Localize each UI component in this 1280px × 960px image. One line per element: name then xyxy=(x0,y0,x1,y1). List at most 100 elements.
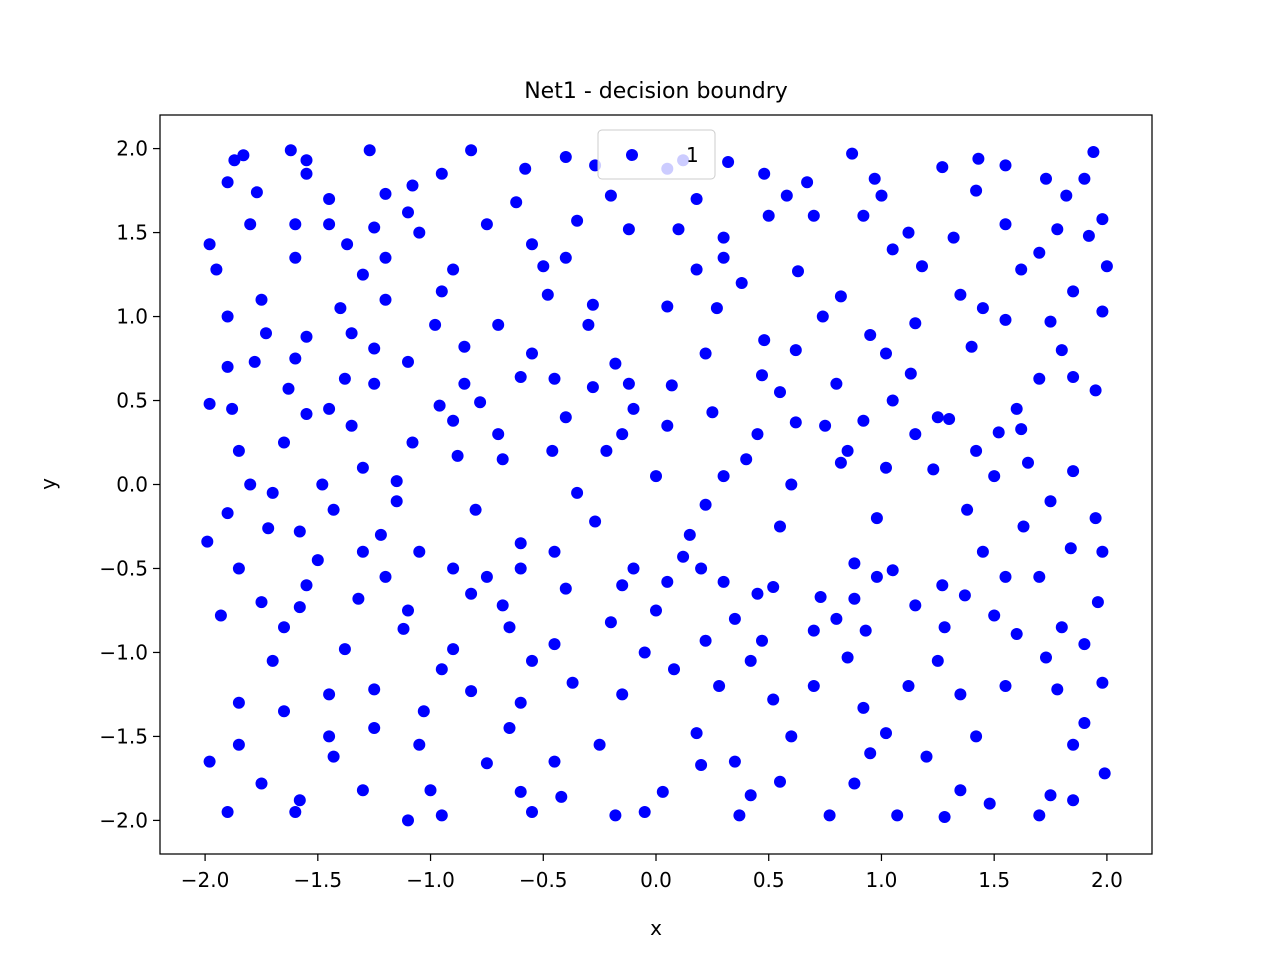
scatter-point xyxy=(627,402,640,415)
scatter-point xyxy=(814,591,827,603)
scatter-point xyxy=(201,535,214,548)
scatter-point xyxy=(1096,545,1109,558)
scatter-point xyxy=(744,789,757,802)
scatter-point xyxy=(1017,520,1030,533)
scatter-point xyxy=(695,562,708,575)
scatter-point xyxy=(203,755,216,768)
scatter-point xyxy=(232,444,245,457)
scatter-point xyxy=(519,162,532,175)
scatter-point xyxy=(695,759,708,771)
scatter-point xyxy=(447,263,460,276)
scatter-point xyxy=(972,152,985,165)
scatter-point xyxy=(458,377,471,390)
scatter-point xyxy=(683,528,696,541)
scatter-point xyxy=(600,444,613,457)
scatter-point xyxy=(622,377,635,390)
scatter-point xyxy=(609,809,622,822)
scatter-point xyxy=(717,575,730,588)
scatter-point xyxy=(341,238,354,251)
scatter-point xyxy=(661,419,674,432)
scatter-point xyxy=(830,612,843,625)
y-tick-label: −0.5 xyxy=(99,556,148,580)
chart-title: Net1 - decision boundry xyxy=(524,79,788,104)
scatter-point xyxy=(278,705,290,718)
scatter-point xyxy=(970,184,983,197)
scatter-point xyxy=(345,327,358,340)
scatter-point xyxy=(958,589,971,602)
y-tick-label: −1.5 xyxy=(99,724,148,748)
scatter-point xyxy=(868,172,881,185)
scatter-point xyxy=(789,344,802,357)
scatter-point xyxy=(356,461,369,474)
scatter-point xyxy=(266,654,279,667)
scatter-point xyxy=(300,167,313,180)
scatter-point xyxy=(767,693,780,706)
scatter-point xyxy=(262,522,275,535)
scatter-point xyxy=(356,268,369,281)
y-tick-label: 1.0 xyxy=(116,305,148,329)
scatter-point xyxy=(413,226,426,239)
scatter-point xyxy=(819,419,832,432)
scatter-point xyxy=(374,528,387,541)
scatter-point xyxy=(638,806,651,818)
scatter-point xyxy=(278,436,290,449)
scatter-point xyxy=(699,634,712,647)
scatter-point xyxy=(774,520,786,533)
scatter-point xyxy=(756,634,768,647)
scatter-point xyxy=(406,179,419,192)
x-tick-label: 0.5 xyxy=(753,868,785,892)
scatter-point xyxy=(260,327,272,340)
scatter-point xyxy=(807,209,820,222)
scatter-point xyxy=(834,290,847,303)
scatter-point xyxy=(526,347,538,360)
scatter-point xyxy=(1078,717,1091,729)
scatter-point xyxy=(559,411,572,424)
scatter-point xyxy=(496,453,509,466)
scatter-point xyxy=(492,428,505,441)
scatter-point xyxy=(758,167,771,180)
scatter-point xyxy=(999,159,1012,172)
scatter-point xyxy=(936,161,949,174)
scatter-point xyxy=(1044,789,1057,802)
scatter-point xyxy=(988,470,1001,483)
scatter-point xyxy=(650,604,662,617)
scatter-point xyxy=(546,444,559,457)
scatter-point xyxy=(221,310,234,323)
scatter-point xyxy=(323,218,336,231)
scatter-point xyxy=(214,609,227,622)
scatter-point xyxy=(250,186,263,199)
scatter-point xyxy=(1067,285,1080,298)
scatter-point xyxy=(282,382,295,395)
scatter-point xyxy=(1060,189,1073,202)
scatter-point xyxy=(672,223,685,236)
scatter-point xyxy=(379,187,392,200)
scatter-point xyxy=(717,231,730,244)
scatter-point xyxy=(582,318,595,331)
scatter-point xyxy=(1022,456,1034,469)
scatter-point xyxy=(902,680,915,692)
scatter-point xyxy=(1044,495,1057,508)
scatter-point xyxy=(864,747,877,760)
scatter-point xyxy=(571,214,584,227)
scatter-point xyxy=(846,147,859,160)
scatter-point xyxy=(954,288,967,301)
scatter-point xyxy=(886,564,899,577)
scatter-point xyxy=(1089,512,1102,525)
scatter-point xyxy=(248,355,261,368)
scatter-point xyxy=(880,347,892,360)
scatter-point xyxy=(514,371,527,383)
scatter-point xyxy=(954,784,967,797)
scatter-point xyxy=(976,545,989,558)
scatter-point xyxy=(938,621,951,634)
scatter-point xyxy=(566,676,579,689)
scatter-point xyxy=(690,727,703,740)
scatter-point xyxy=(870,512,883,525)
scatter-point xyxy=(356,784,369,797)
y-axis-label: y xyxy=(36,478,60,490)
scatter-point xyxy=(221,507,234,520)
scatter-point xyxy=(834,456,847,469)
scatter-point xyxy=(526,806,538,818)
scatter-point xyxy=(665,379,678,392)
scatter-point xyxy=(244,218,257,231)
scatter-point xyxy=(289,806,302,818)
